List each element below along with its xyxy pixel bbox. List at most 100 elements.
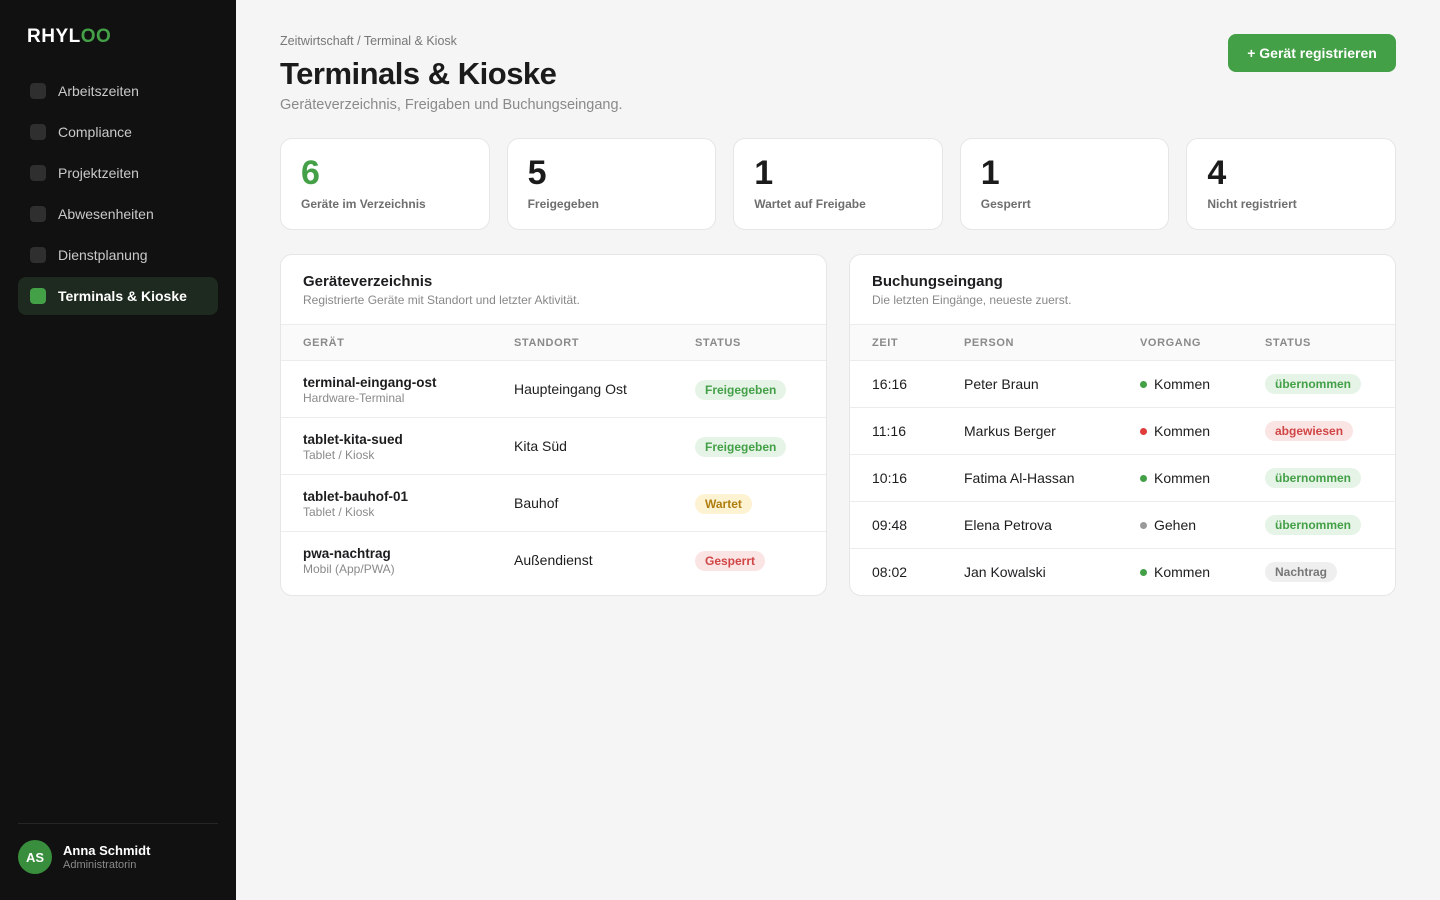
device-type: Tablet / Kiosk	[303, 448, 375, 462]
status-dot-icon	[1140, 380, 1147, 388]
sidebar-item-label: Compliance	[58, 124, 132, 140]
register-device-button[interactable]: + Gerät registrieren	[1228, 34, 1396, 72]
booking-time: 16:16	[872, 376, 908, 392]
nav-square-icon	[30, 124, 46, 140]
stat-label: Gesperrt	[980, 197, 1031, 211]
app-logo[interactable]: RHYLOO	[27, 26, 112, 47]
stat-card-devices: 6 Geräte im Verzeichnis	[280, 138, 490, 230]
device-location: Kita Süd	[514, 438, 567, 454]
booking-inbox-card: Buchungseingang Die letzten Eingänge, ne…	[849, 254, 1396, 596]
sidebar-item-terminals-kioske[interactable]: Terminals & Kioske	[18, 277, 218, 315]
user-name: Anna Schmidt	[63, 842, 151, 858]
status-badge: Gesperrt	[695, 551, 766, 571]
column-header-person: PERSON	[964, 337, 1015, 349]
sidebar-item-compliance[interactable]: Compliance	[18, 113, 218, 151]
column-header-status: STATUS	[1265, 337, 1311, 349]
device-name: pwa-nachtrag	[303, 546, 391, 561]
status-badge: übernommen	[1265, 515, 1362, 535]
sidebar-item-label: Projektzeiten	[58, 165, 139, 181]
sidebar-item-label: Arbeitszeiten	[58, 83, 139, 99]
stat-label: Nicht registriert	[1207, 197, 1297, 211]
column-header-location: STANDORT	[514, 337, 580, 349]
breadcrumb[interactable]: Zeitwirtschaft / Terminal & Kiosk	[280, 34, 457, 48]
booking-action: Kommen	[1140, 376, 1210, 392]
device-cell: tablet-kita-sued Tablet / Kiosk	[303, 432, 403, 462]
nav-square-icon	[30, 165, 46, 181]
table-row[interactable]: 08:02 Jan Kowalski Kommen Nachtrag	[850, 549, 1395, 595]
sidebar: RHYLOO Arbeitszeiten Compliance Projektz…	[0, 0, 236, 900]
status-badge: Nachtrag	[1265, 562, 1338, 582]
device-type: Hardware-Terminal	[303, 391, 405, 405]
stat-value: 1	[754, 154, 774, 192]
user-profile[interactable]: AS Anna Schmidt Administratorin	[18, 840, 150, 874]
status-dot-icon	[1140, 427, 1147, 435]
status-dot-icon	[1140, 568, 1147, 576]
stat-card-approved: 5 Freigegeben	[506, 138, 717, 230]
booking-time: 10:16	[872, 470, 908, 486]
table-row[interactable]: terminal-eingang-ost Hardware-Terminal H…	[281, 361, 826, 418]
booking-action: Kommen	[1140, 564, 1210, 580]
device-location: Haupteingang Ost	[514, 381, 627, 397]
nav-square-icon	[30, 83, 46, 99]
status-badge: Wartet	[695, 494, 752, 514]
booking-person: Markus Berger	[964, 423, 1056, 439]
sidebar-item-label: Abwesenheiten	[58, 206, 154, 222]
booking-time: 08:02	[872, 564, 908, 580]
table-row[interactable]: 16:16 Peter Braun Kommen übernommen	[850, 361, 1395, 408]
sidebar-item-projektzeiten[interactable]: Projektzeiten	[18, 154, 218, 192]
nav-square-icon	[30, 288, 46, 304]
card-subtitle: Die letzten Eingänge, neueste zuerst.	[872, 293, 1072, 307]
stat-label: Wartet auf Freigabe	[754, 197, 866, 211]
page-title: Terminals & Kioske	[280, 56, 557, 91]
sidebar-item-arbeitszeiten[interactable]: Arbeitszeiten	[18, 72, 218, 110]
device-directory-card: Geräteverzeichnis Registrierte Geräte mi…	[280, 254, 827, 596]
device-type: Mobil (App/PWA)	[303, 562, 395, 576]
device-location: Bauhof	[514, 495, 559, 511]
stat-card-blocked: 1 Gesperrt	[959, 138, 1170, 230]
sidebar-item-dienstplanung[interactable]: Dienstplanung	[18, 236, 218, 274]
booking-time: 11:16	[872, 423, 906, 439]
table-header: GERÄT STANDORT STATUS	[281, 324, 826, 361]
table-row[interactable]: 10:16 Fatima Al-Hassan Kommen übernommen	[850, 455, 1395, 502]
stat-value: 5	[527, 154, 547, 192]
booking-action: Gehen	[1140, 517, 1196, 533]
stat-value: 6	[301, 154, 320, 192]
table-row[interactable]: tablet-kita-sued Tablet / Kiosk Kita Süd…	[281, 418, 826, 475]
table-row[interactable]: 09:48 Elena Petrova Gehen übernommen	[850, 502, 1395, 549]
device-name: tablet-bauhof-01	[303, 489, 409, 504]
device-type: Tablet / Kiosk	[303, 505, 375, 519]
device-cell: terminal-eingang-ost Hardware-Terminal	[303, 375, 437, 405]
avatar: AS	[18, 840, 52, 874]
status-dot-icon	[1140, 521, 1147, 529]
card-title: Geräteverzeichnis	[303, 273, 433, 290]
booking-person: Fatima Al-Hassan	[964, 470, 1075, 486]
stat-card-pending: 1 Wartet auf Freigabe	[733, 138, 943, 230]
booking-person: Jan Kowalski	[964, 564, 1046, 580]
nav-square-icon	[30, 247, 46, 263]
device-name: tablet-kita-sued	[303, 432, 403, 447]
stats-row: 6 Geräte im Verzeichnis 5 Freigegeben 1 …	[280, 138, 1396, 230]
user-role: Administratorin	[63, 858, 137, 871]
status-badge: Freigegeben	[695, 437, 787, 457]
device-location: Außendienst	[514, 552, 593, 568]
sidebar-item-abwesenheiten[interactable]: Abwesenheiten	[18, 195, 218, 233]
page-subtitle: Geräteverzeichnis, Freigaben und Buchung…	[280, 97, 623, 113]
sidebar-item-label: Dienstplanung	[58, 247, 148, 263]
nav-square-icon	[30, 206, 46, 222]
column-header-action: VORGANG	[1140, 337, 1202, 349]
booking-person: Peter Braun	[964, 376, 1039, 392]
column-header-device: GERÄT	[303, 337, 345, 349]
sidebar-nav: Arbeitszeiten Compliance Projektzeiten A…	[18, 72, 218, 318]
device-name: terminal-eingang-ost	[303, 375, 437, 390]
stat-value: 4	[1207, 154, 1227, 192]
column-header-time: ZEIT	[872, 337, 899, 349]
stat-label: Geräte im Verzeichnis	[301, 197, 426, 211]
stat-value: 1	[980, 154, 1000, 192]
table-row[interactable]: tablet-bauhof-01 Tablet / Kiosk Bauhof W…	[281, 475, 826, 532]
status-badge: Freigegeben	[695, 380, 787, 400]
booking-action: Kommen	[1140, 423, 1210, 439]
booking-action: Kommen	[1140, 470, 1210, 486]
device-cell: tablet-bauhof-01 Tablet / Kiosk	[303, 489, 408, 519]
table-row[interactable]: 11:16 Markus Berger Kommen abgewiesen	[850, 408, 1395, 455]
table-row[interactable]: pwa-nachtrag Mobil (App/PWA) Außendienst…	[281, 532, 826, 589]
